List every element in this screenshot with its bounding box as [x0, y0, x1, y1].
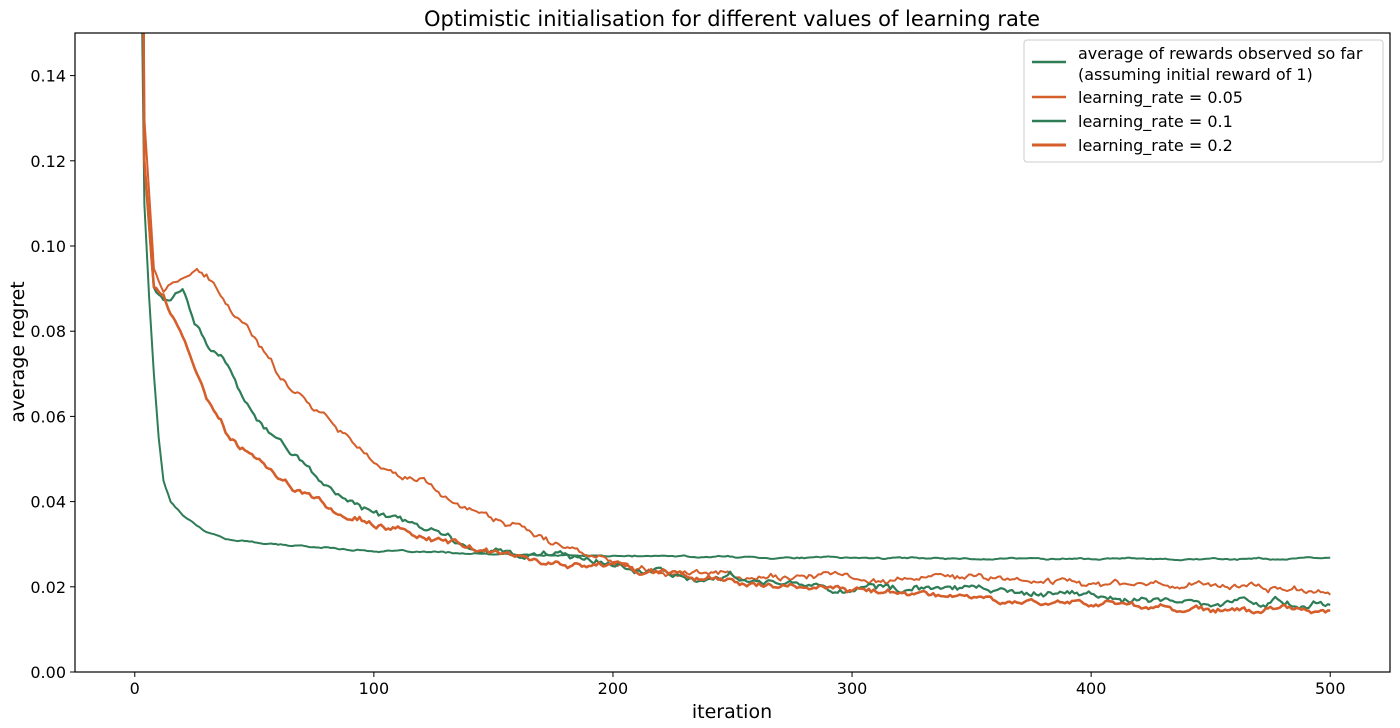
- y-tick-label: 0.10: [30, 237, 66, 256]
- series-lr-02: [142, 33, 1331, 615]
- x-tick-label: 300: [837, 679, 868, 698]
- y-tick-label: 0.04: [30, 493, 66, 512]
- y-tick-label: 0.14: [30, 67, 66, 86]
- x-axis-label: iteration: [692, 701, 772, 723]
- legend-label-avg-rewards-line2: (assuming initial reward of 1): [1078, 65, 1313, 84]
- y-axis-label: average regret: [7, 281, 29, 423]
- y-tick-label: 0.02: [30, 578, 66, 597]
- y-tick-label: 0.12: [30, 152, 66, 171]
- legend-box: [1023, 39, 1384, 163]
- y-tick-label: 0.08: [30, 322, 66, 341]
- legend: average of rewards observed so far (assu…: [1023, 39, 1384, 163]
- x-tick-label: 200: [598, 679, 629, 698]
- chart-title: Optimistic initialisation for different …: [424, 7, 1040, 31]
- legend-label-lr-005: learning_rate = 0.05: [1078, 88, 1243, 108]
- y-tick-label: 0.00: [30, 663, 66, 682]
- series-avg-rewards: [141, 33, 1331, 562]
- legend-label-lr-02: learning_rate = 0.2: [1078, 136, 1233, 156]
- legend-label-avg-rewards: average of rewards observed so far: [1078, 44, 1363, 63]
- x-tick-label: 500: [1315, 679, 1346, 698]
- series-group: [141, 33, 1331, 615]
- legend-label-lr-01: learning_rate = 0.1: [1078, 112, 1233, 132]
- x-tick-label: 400: [1076, 679, 1107, 698]
- axis-ticks: 0 100 200 300 400 500 0.00 0.02 0.04 0.06 0.08 0.10…: [30, 67, 1345, 698]
- plot-frame: [74, 32, 1391, 673]
- x-tick-label: 0: [130, 679, 140, 698]
- x-tick-label: 100: [359, 679, 390, 698]
- y-tick-label: 0.06: [30, 407, 66, 426]
